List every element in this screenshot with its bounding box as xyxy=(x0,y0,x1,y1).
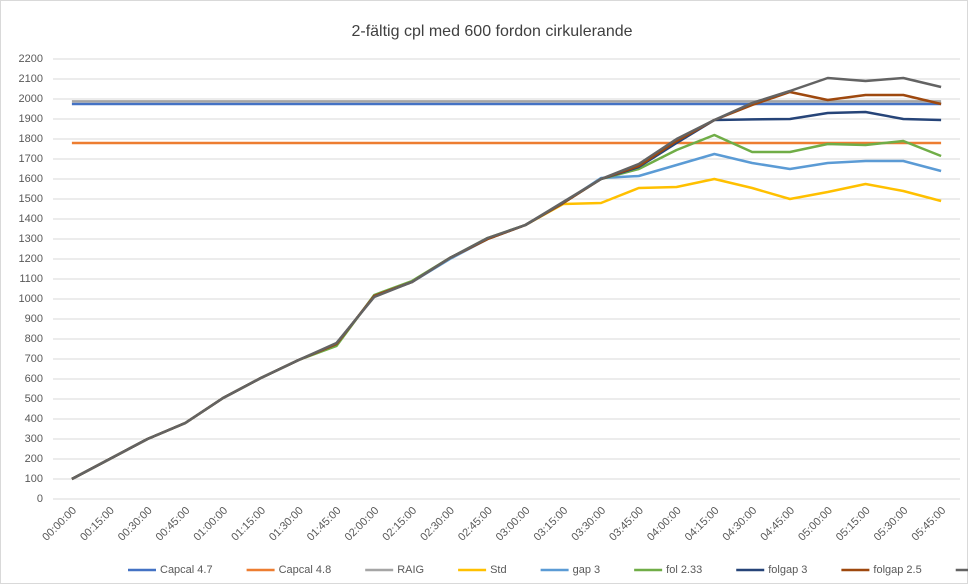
legend-label: Capcal 4.8 xyxy=(279,564,332,576)
y-tick-label: 900 xyxy=(25,313,43,325)
y-tick-label: 1400 xyxy=(19,213,43,225)
y-tick-label: 1700 xyxy=(19,153,43,165)
y-tick-label: 1800 xyxy=(19,133,43,145)
legend-label: gap 3 xyxy=(573,564,601,576)
legend-label: folgap 3 xyxy=(768,564,807,576)
legend-label: Capcal 4.7 xyxy=(160,564,213,576)
y-tick-label: 1500 xyxy=(19,193,43,205)
y-tick-label: 1600 xyxy=(19,173,43,185)
y-tick-label: 1300 xyxy=(19,233,43,245)
y-tick-label: 1000 xyxy=(19,293,43,305)
y-tick-label: 1100 xyxy=(19,273,43,285)
legend-label: Std xyxy=(490,564,507,576)
chart-title: 2-fältig cpl med 600 fordon cirkulerande xyxy=(351,23,632,40)
y-tick-label: 2200 xyxy=(19,53,43,65)
y-tick-label: 0 xyxy=(37,493,43,505)
series-line xyxy=(71,76,942,481)
y-tick-label: 100 xyxy=(25,473,43,485)
y-tick-label: 700 xyxy=(25,353,43,365)
legend-label: folgap 2.5 xyxy=(873,564,921,576)
y-tick-label: 500 xyxy=(25,393,43,405)
y-tick-label: 300 xyxy=(25,433,43,445)
y-tick-label: 600 xyxy=(25,373,43,385)
y-tick-label: 200 xyxy=(25,453,43,465)
y-tick-label: 2100 xyxy=(19,73,43,85)
y-tick-label: 2000 xyxy=(19,93,43,105)
y-tick-label: 400 xyxy=(25,413,43,425)
legend-label: RAIG xyxy=(397,564,424,576)
y-tick-label: 1200 xyxy=(19,253,43,265)
legend-label: fol 2.33 xyxy=(666,564,702,576)
y-tick-label: 800 xyxy=(25,333,43,345)
y-tick-label: 1900 xyxy=(19,113,43,125)
